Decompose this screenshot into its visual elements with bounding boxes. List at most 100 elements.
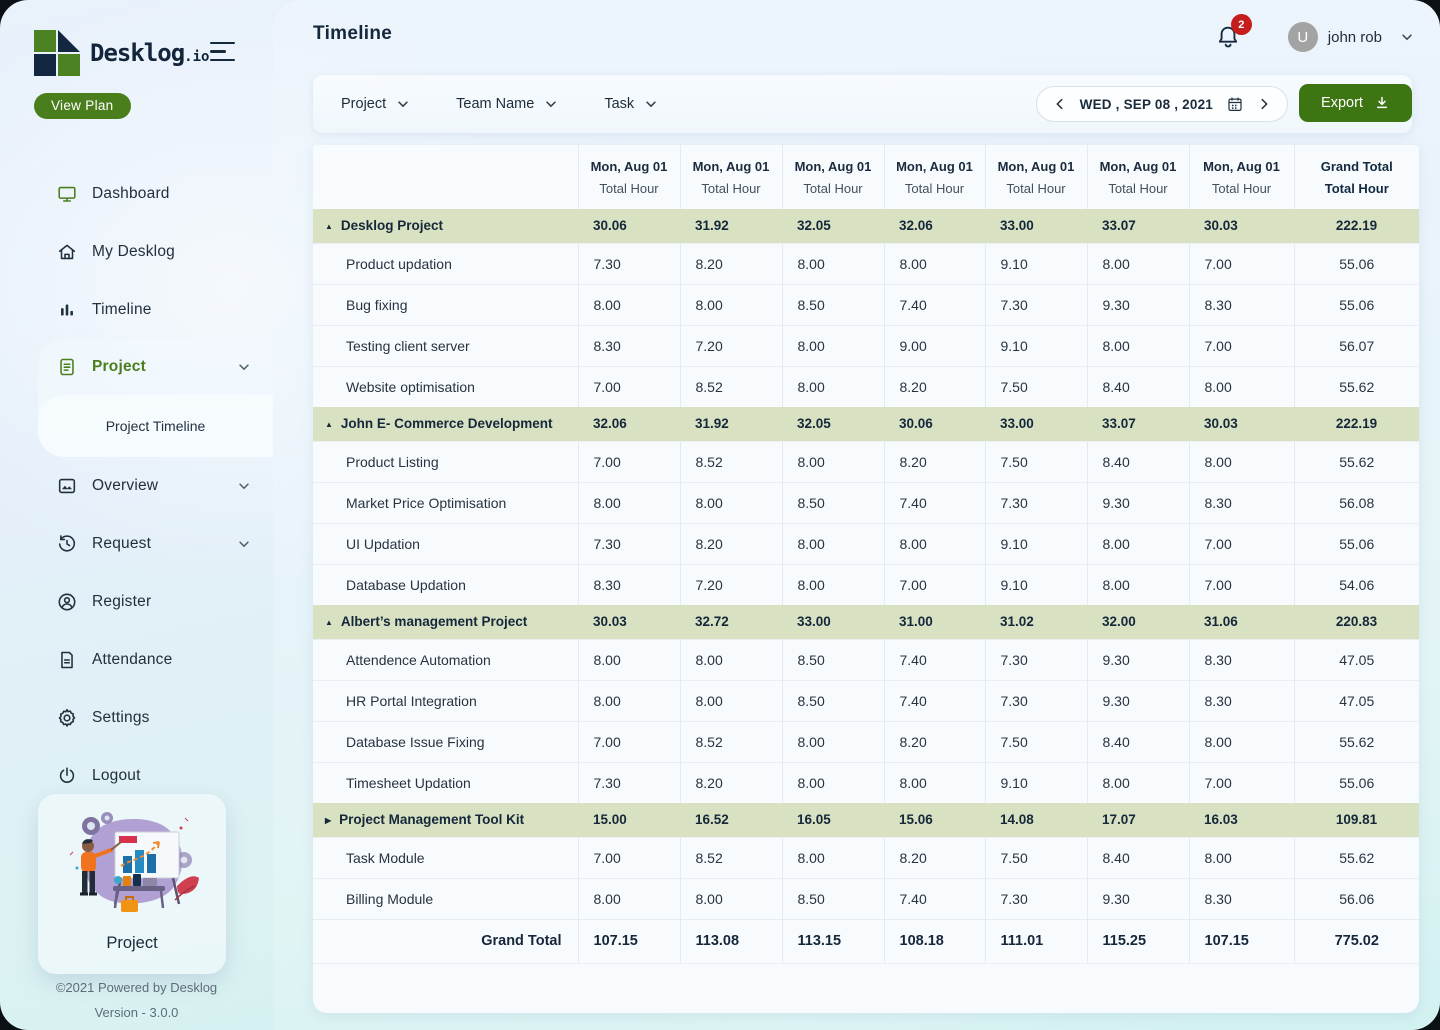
task-hour-cell: 8.00 xyxy=(1189,721,1294,762)
sidebar-item-project-timeline[interactable]: Project Timeline xyxy=(38,395,273,457)
brand-word: Desklog xyxy=(90,39,184,67)
task-row: Timesheet Updation7.308.208.008.009.108.… xyxy=(313,762,1419,803)
sidebar-item-timeline[interactable]: Timeline xyxy=(0,281,273,339)
group-day-total-cell: 33.00 xyxy=(985,209,1087,243)
filter-dropdown-task[interactable]: Task xyxy=(604,96,658,112)
group-day-total-cell: 16.52 xyxy=(680,803,782,837)
task-grand-total-cell: 47.05 xyxy=(1294,639,1419,680)
current-date-label: WED , SEP 08 , 2021 xyxy=(1080,97,1213,112)
notification-bell-icon[interactable]: 2 xyxy=(1214,23,1242,51)
group-day-total-cell: 31.02 xyxy=(985,605,1087,639)
project-group-row[interactable]: ▲John E- Commerce Development32.0631.923… xyxy=(313,407,1419,441)
main-content: Timeline 2 U john rob ProjectTeam NameTa… xyxy=(273,0,1440,1030)
brand-suffix: .io xyxy=(184,49,209,65)
task-hour-cell: 8.00 xyxy=(884,523,985,564)
grand-total-day-cell: 113.08 xyxy=(680,919,782,963)
task-hour-cell: 8.00 xyxy=(884,243,985,284)
calendar-icon[interactable] xyxy=(1226,95,1244,113)
group-day-total-cell: 33.00 xyxy=(985,407,1087,441)
group-day-total-cell: 32.05 xyxy=(782,407,884,441)
task-hour-cell: 8.00 xyxy=(1087,243,1189,284)
timesheet-table-card: Mon, Aug 01Total HourMon, Aug 01Total Ho… xyxy=(313,145,1419,1013)
task-grand-total-cell: 55.06 xyxy=(1294,284,1419,325)
filter-dropdown-team-name[interactable]: Team Name xyxy=(456,96,558,112)
sidebar-item-dashboard[interactable]: Dashboard xyxy=(0,165,273,223)
task-hour-cell: 8.00 xyxy=(680,878,782,919)
triangle-up-icon: ▲ xyxy=(325,618,333,627)
task-hour-cell: 8.50 xyxy=(782,680,884,721)
grand-total-label: Grand Total xyxy=(313,919,578,963)
task-hour-cell: 9.30 xyxy=(1087,680,1189,721)
project-group-name-cell: ▲Desklog Project xyxy=(313,209,578,243)
filter-dropdown-project[interactable]: Project xyxy=(341,96,410,112)
task-row: Attendence Automation8.008.008.507.407.3… xyxy=(313,639,1419,680)
task-hour-cell: 7.00 xyxy=(1189,564,1294,605)
task-hour-cell: 8.00 xyxy=(1087,325,1189,366)
prev-day-button[interactable] xyxy=(1053,97,1067,111)
sidebar-menu: DashboardMy DesklogTimelineProjectProjec… xyxy=(0,165,273,805)
chevron-down-icon[interactable] xyxy=(1400,30,1414,44)
project-group-row[interactable]: ▲Desklog Project30.0631.9232.0532.0633.0… xyxy=(313,209,1419,243)
task-hour-cell: 8.30 xyxy=(1189,878,1294,919)
sidebar-item-my-desklog[interactable]: My Desklog xyxy=(0,223,273,281)
group-day-total-cell: 32.06 xyxy=(884,209,985,243)
gear-icon xyxy=(55,706,79,730)
task-hour-cell: 8.00 xyxy=(1189,837,1294,878)
day-column-header: Mon, Aug 01Total Hour xyxy=(1189,145,1294,209)
task-hour-cell: 7.40 xyxy=(884,482,985,523)
sidebar-item-label: Register xyxy=(92,593,151,611)
day-column-date: Mon, Aug 01 xyxy=(1190,159,1294,174)
sidebar-item-label: Overview xyxy=(92,477,158,495)
task-hour-cell: 7.50 xyxy=(985,837,1087,878)
task-hour-cell: 8.00 xyxy=(680,284,782,325)
task-hour-cell: 7.30 xyxy=(985,680,1087,721)
task-hour-cell: 8.20 xyxy=(884,441,985,482)
task-hour-cell: 8.50 xyxy=(782,284,884,325)
sidebar-item-request[interactable]: Request xyxy=(0,515,273,573)
brand-name: Desklog.io xyxy=(90,39,209,67)
menu-toggle-icon[interactable] xyxy=(210,42,235,61)
task-row: Database Updation8.307.208.007.009.108.0… xyxy=(313,564,1419,605)
sidebar-item-overview[interactable]: Overview xyxy=(0,457,273,515)
grand-total-sum-cell: 775.02 xyxy=(1294,919,1419,963)
sidebar-item-project[interactable]: Project xyxy=(38,339,273,395)
project-group-name-cell: ▲John E- Commerce Development xyxy=(313,407,578,441)
export-button[interactable]: Export xyxy=(1299,84,1412,122)
task-name-cell: Attendence Automation xyxy=(313,639,578,680)
project-group-row[interactable]: ▲Albert’s management Project30.0332.7233… xyxy=(313,605,1419,639)
task-hour-cell: 9.10 xyxy=(985,564,1087,605)
view-plan-button[interactable]: View Plan xyxy=(34,93,131,119)
task-hour-cell: 8.00 xyxy=(782,243,884,284)
project-group-row[interactable]: ▶Project Management Tool Kit15.0016.5216… xyxy=(313,803,1419,837)
download-icon xyxy=(1374,95,1390,111)
task-row: Task Module7.008.528.008.207.508.408.005… xyxy=(313,837,1419,878)
task-hour-cell: 8.30 xyxy=(578,325,680,366)
sidebar-item-attendance[interactable]: Attendance xyxy=(0,631,273,689)
group-day-total-cell: 14.08 xyxy=(985,803,1087,837)
grand-column-subtitle: Total Hour xyxy=(1295,181,1420,196)
task-hour-cell: 8.00 xyxy=(680,639,782,680)
sidebar-item-register[interactable]: Register xyxy=(0,573,273,631)
task-row: Market Price Optimisation8.008.008.507.4… xyxy=(313,482,1419,523)
triangle-up-icon: ▲ xyxy=(325,420,333,429)
task-hour-cell: 8.00 xyxy=(578,878,680,919)
grand-total-day-cell: 108.18 xyxy=(884,919,985,963)
page-title: Timeline xyxy=(313,23,392,45)
active-menu-section: ProjectProject Timeline xyxy=(38,339,273,457)
task-grand-total-cell: 55.06 xyxy=(1294,243,1419,284)
task-hour-cell: 8.52 xyxy=(680,721,782,762)
table-corner-cell xyxy=(313,145,578,209)
day-column-header: Mon, Aug 01Total Hour xyxy=(782,145,884,209)
avatar[interactable]: U xyxy=(1288,22,1318,52)
task-hour-cell: 9.30 xyxy=(1087,878,1189,919)
task-hour-cell: 8.00 xyxy=(578,284,680,325)
task-hour-cell: 8.20 xyxy=(884,366,985,407)
day-column-header: Mon, Aug 01Total Hour xyxy=(985,145,1087,209)
task-hour-cell: 7.50 xyxy=(985,721,1087,762)
sidebar-item-settings[interactable]: Settings xyxy=(0,689,273,747)
task-hour-cell: 8.30 xyxy=(1189,482,1294,523)
dropdown-label: Team Name xyxy=(456,96,534,112)
grand-total-column-header: Grand TotalTotal Hour xyxy=(1294,145,1419,209)
task-hour-cell: 8.00 xyxy=(782,325,884,366)
next-day-button[interactable] xyxy=(1257,97,1271,111)
